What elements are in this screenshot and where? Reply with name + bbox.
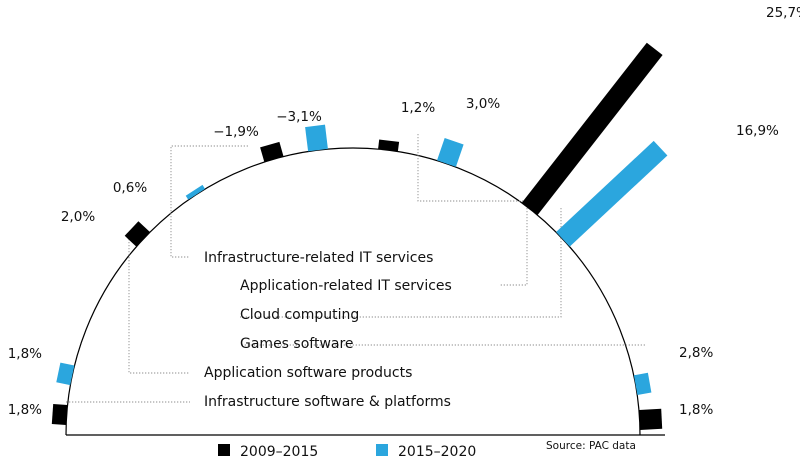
- value-label-s2-cloud-computing: 16,9%: [736, 123, 779, 139]
- value-label-s2-application-it-services: 3,0%: [466, 96, 500, 112]
- legend-label-2009-2015: 2009–2015: [240, 444, 318, 460]
- value-label-s1-infrastructure-software: 1,8%: [8, 402, 42, 418]
- category-label-application-software: Application software products: [204, 365, 412, 381]
- semicircle-arc: [65, 147, 641, 436]
- connector-infrastructure-it-services: [170, 145, 248, 258]
- connector-application-software: [128, 236, 190, 374]
- bar-s1-infrastructure-software: [51, 404, 68, 425]
- bar-s2-infrastructure-it-services: [305, 124, 328, 152]
- bar-s2-infrastructure-software: [56, 362, 75, 386]
- bar-s1-games-software: [639, 408, 663, 430]
- bar-s1-cloud-computing: [521, 42, 663, 216]
- connector-cloud-computing: [240, 208, 562, 318]
- category-label-cloud-computing: Cloud computing: [240, 307, 359, 323]
- bars-group: [51, 42, 668, 430]
- value-label-s2-application-software: 0,6%: [113, 180, 147, 196]
- value-label-s1-application-software: 2,0%: [61, 209, 95, 225]
- value-label-s1-games-software: 2,8%: [679, 345, 713, 361]
- value-label-s1-infrastructure-it-services: −1,9%: [213, 124, 259, 140]
- bar-s1-application-it-services: [378, 139, 400, 152]
- category-labels: Infrastructure-related IT services Appli…: [204, 250, 452, 410]
- value-label-s2-infrastructure-it-services: −3,1%: [276, 109, 322, 125]
- category-label-games-software: Games software: [240, 336, 354, 352]
- bar-s2-application-it-services: [437, 138, 464, 167]
- value-label-s2-games-software: 1,8%: [679, 402, 713, 418]
- bar-s2-games-software: [633, 372, 652, 395]
- connector-application-it-services: [417, 134, 528, 286]
- value-label-s1-cloud-computing: 25,7%: [766, 5, 800, 21]
- bar-s2-cloud-computing: [556, 140, 668, 247]
- legend: 2009–2015 2015–2020: [218, 444, 476, 460]
- bar-s1-infrastructure-it-services: [260, 141, 284, 162]
- connector-lines: [66, 134, 645, 403]
- legend-swatch-2009-2015: [218, 444, 230, 456]
- value-label-s2-infrastructure-software: 1,8%: [8, 346, 42, 362]
- category-label-infrastructure-it-services: Infrastructure-related IT services: [204, 250, 433, 266]
- bar-s1-application-software: [124, 221, 150, 247]
- legend-swatch-2015-2020: [376, 444, 388, 456]
- value-labels: 1,8% 1,8% 2,0% 0,6% −1,9% −3,1% 1,2% 3,0…: [8, 5, 800, 418]
- source-note: Source: PAC data: [546, 440, 636, 452]
- category-label-application-it-services: Application-related IT services: [240, 278, 452, 294]
- bar-s2-application-software: [185, 184, 206, 200]
- legend-label-2015-2020: 2015–2020: [398, 444, 476, 460]
- value-label-s1-application-it-services: 1,2%: [401, 100, 435, 116]
- category-label-infrastructure-software: Infrastructure software & platforms: [204, 394, 451, 410]
